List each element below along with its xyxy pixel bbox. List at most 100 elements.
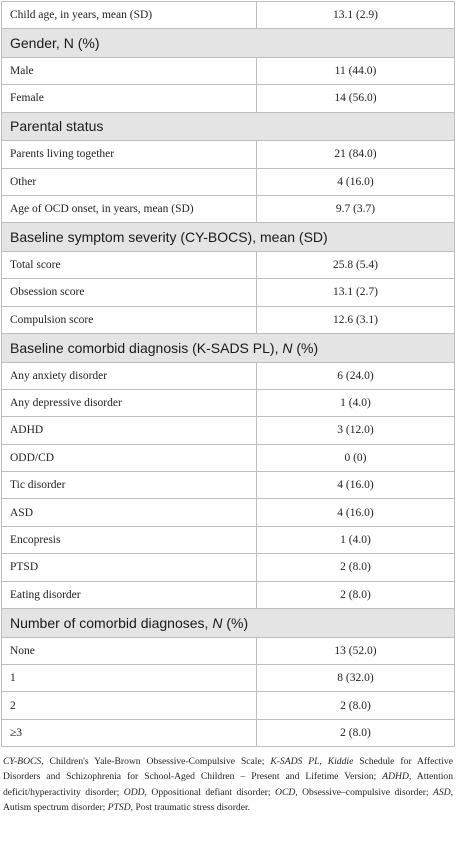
footnote-abbreviation: ODD, [123, 786, 147, 798]
row-label: 1 [1, 663, 257, 693]
section-label-suffix: (%) [222, 614, 249, 631]
row-label: Female [1, 84, 257, 113]
footnote-definition: Oppositional defiant disorder; [146, 786, 276, 798]
row-value: 25.8 (5.4) [256, 250, 455, 280]
table-row: Tic disorder 4 (16.0) [1, 471, 455, 500]
row-label: Male [1, 56, 257, 86]
row-value: 4 (16.0) [256, 167, 455, 196]
row-label: Total score [1, 250, 257, 280]
row-value: 2 (8.0) [256, 691, 455, 720]
row-value: 21 (84.0) [256, 140, 455, 169]
section-header-row: Gender, N (%) [1, 28, 455, 58]
table-row: PTSD 2 (8.0) [1, 553, 455, 582]
section-header-row: Baseline comorbid diagnosis (K-SADS PL),… [1, 333, 455, 363]
table-container: Child age, in years, mean (SD) 13.1 (2.9)… [1, 0, 455, 815]
section-label: Baseline comorbid diagnosis (K-SADS PL), [10, 339, 283, 356]
section-header-row: Baseline symptom severity (CY-BOCS), mea… [1, 222, 455, 252]
row-label: Age of OCD onset, in years, mean (SD) [1, 194, 257, 224]
table-body: Child age, in years, mean (SD) 13.1 (2.9)… [1, 0, 455, 748]
table-footnote: CY-BOCS, Children's Yale-Brown Obsessive… [1, 747, 455, 815]
section-header-row: Parental status [1, 111, 455, 142]
row-value: 1 (4.0) [256, 525, 455, 555]
demographics-table: Child age, in years, mean (SD) 13.1 (2.9)… [1, 0, 455, 748]
footnote-abbreviation: ASD, [433, 786, 454, 798]
row-label: Tic disorder [1, 471, 257, 500]
row-label: Eating disorder [1, 580, 257, 610]
section-header: Baseline symptom severity (CY-BOCS), mea… [1, 222, 455, 252]
table-row: Any depressive disorder 1 (4.0) [1, 388, 455, 418]
table-row: Child age, in years, mean (SD) 13.1 (2.9) [1, 0, 455, 30]
row-value: 1 (4.0) [256, 388, 455, 418]
footnote-abbreviation: CY-BOCS, [3, 756, 44, 768]
table-row: Compulsion score 12.6 (3.1) [1, 305, 455, 335]
table-row: ODD/CD 0 (0) [1, 443, 455, 473]
footnote-definition: Attention deficit/hyperactivity disorder… [3, 771, 453, 798]
section-header: Parental status [1, 111, 455, 142]
section-header-row: Number of comorbid diagnoses, N (%) [1, 608, 455, 638]
table-row: Eating disorder 2 (8.0) [1, 580, 455, 610]
row-label: Obsession score [1, 278, 257, 307]
table-row: ≥3 2 (8.0) [1, 718, 455, 748]
section-label: Parental status [10, 118, 104, 135]
row-value: 11 (44.0) [256, 56, 455, 86]
table-row: Total score 25.8 (5.4) [1, 250, 455, 280]
footnote-definition: Post traumatic stress disorder. [133, 801, 251, 813]
section-label-italic: N [282, 339, 293, 356]
footnote-definition: Autism spectrum disorder; [3, 801, 108, 813]
row-value: 8 (32.0) [256, 663, 455, 693]
row-value: 13 (52.0) [256, 636, 455, 665]
table-row: ASD 4 (16.0) [1, 498, 455, 527]
row-label: ASD [1, 498, 257, 527]
section-header: Gender, N (%) [1, 28, 455, 58]
footnote-definition: Schedule for Affective Disorders and Sch… [3, 756, 453, 783]
table-row: Any anxiety disorder 6 (24.0) [1, 361, 455, 390]
row-label: Compulsion score [1, 305, 257, 335]
table-row: Age of OCD onset, in years, mean (SD) 9.7… [1, 194, 455, 224]
row-value: 13.1 (2.7) [256, 278, 455, 307]
row-value: 0 (0) [256, 443, 455, 473]
footnote-definition: Children's Yale-Brown Obsessive-Compulsi… [43, 756, 271, 768]
section-label-italic: N [212, 614, 223, 631]
row-value: 9.7 (3.7) [256, 194, 455, 224]
row-label: ADHD [1, 416, 257, 445]
table-row: Encopresis 1 (4.0) [1, 525, 455, 555]
footnote-definition: Obsessive–compulsive disorder; [297, 786, 434, 798]
table-row: Female 14 (56.0) [1, 84, 455, 113]
footnote-abbreviation: OCD, [275, 786, 298, 798]
section-header: Baseline comorbid diagnosis (K-SADS PL),… [1, 333, 455, 363]
row-label: Any depressive disorder [1, 388, 257, 418]
section-label: Baseline symptom severity (CY-BOCS), mea… [10, 229, 328, 246]
row-label: ODD/CD [1, 443, 257, 473]
row-value: 14 (56.0) [256, 84, 455, 113]
row-label: Other [1, 167, 257, 196]
table-row: Male 11 (44.0) [1, 56, 455, 86]
row-label: Any anxiety disorder [1, 361, 257, 390]
section-label: Number of comorbid diagnoses, [10, 614, 213, 631]
row-label: Parents living together [1, 140, 257, 169]
section-label-suffix: (%) [292, 339, 319, 356]
row-value: 2 (8.0) [256, 553, 455, 582]
table-row: Parents living together 21 (84.0) [1, 140, 455, 169]
table-row: None 13 (52.0) [1, 636, 455, 665]
table-row: Other 4 (16.0) [1, 167, 455, 196]
row-value: 12.6 (3.1) [256, 305, 455, 335]
row-value: 4 (16.0) [256, 498, 455, 527]
row-label: ≥3 [1, 718, 257, 748]
row-value: 4 (16.0) [256, 471, 455, 500]
row-label: Encopresis [1, 525, 257, 555]
row-label: Child age, in years, mean (SD) [1, 0, 257, 30]
section-label: Gender, N (%) [10, 35, 100, 52]
row-value: 3 (12.0) [256, 416, 455, 445]
footnote-abbreviation: K-SADS PL, Kiddie [270, 756, 354, 768]
row-value: 13.1 (2.9) [256, 0, 455, 30]
section-header: Number of comorbid diagnoses, N (%) [1, 608, 455, 638]
row-value: 2 (8.0) [256, 580, 455, 610]
footnote-abbreviation: ADHD, [382, 771, 412, 783]
row-label: None [1, 636, 257, 665]
row-label: 2 [1, 691, 257, 720]
table-row: Obsession score 13.1 (2.7) [1, 278, 455, 307]
table-row: ADHD 3 (12.0) [1, 416, 455, 445]
footnote-abbreviation: PTSD, [107, 801, 134, 813]
